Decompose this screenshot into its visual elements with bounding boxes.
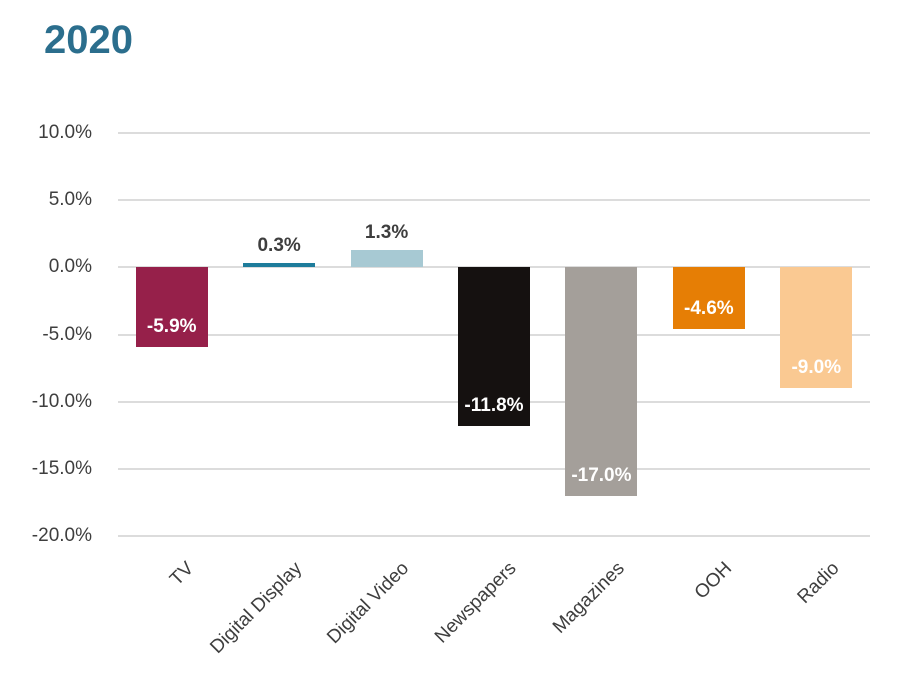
value-label-digital-display: 0.3% (257, 235, 301, 257)
chart-title: 2020 (44, 18, 133, 62)
y-axis-tick-label-5: 5.0% (48, 189, 92, 211)
y-axis-tick-label-10: 10.0% (38, 122, 92, 143)
y-axis-tick-label--15: -15.0% (31, 457, 92, 479)
bar-newspapers (458, 267, 530, 426)
gridline-10 (118, 132, 870, 134)
bar-tv (135, 267, 208, 347)
value-label-ooh: -4.6% (684, 298, 734, 320)
y-axis-tick-label--20: -20.0% (31, 525, 92, 546)
bar-magazines (565, 267, 638, 496)
bar-ooh (672, 267, 745, 330)
value-label-magazines: -17.0% (571, 464, 632, 486)
value-label-digital-video: 1.3% (364, 221, 409, 243)
x-axis-label-ooh: OOH (690, 558, 736, 604)
gridline--15 (118, 467, 870, 470)
bar-digital-display (243, 263, 316, 268)
value-label-newspapers: -11.8% (464, 394, 524, 416)
y-axis-tick-label--5: -5.0% (42, 323, 92, 345)
plot-area: 10.0% 5.0% 0.0% -5.0% -10.0% -15.0% -20.0% -5.9… (32, 122, 870, 658)
x-axis-label-digital-display: Digital Display (206, 558, 307, 658)
bar-radio (780, 267, 853, 389)
bar-digital-video (350, 249, 423, 268)
x-axis-label-newspapers: Newspapers (431, 558, 521, 648)
x-axis-label-magazines: Magazines (548, 558, 629, 638)
x-axis-label-digital-video: Digital Video (323, 558, 414, 649)
x-axis-label-radio: Radio (793, 558, 844, 608)
gridline--20 (118, 535, 870, 537)
value-label-radio: -9.0% (791, 357, 842, 379)
x-axis-label-tv: TV (166, 558, 199, 591)
value-label-tv: -5.9% (146, 315, 197, 337)
y-axis-tick-label--10: -10.0% (31, 390, 92, 412)
y-axis-tick-label-0: 0.0% (48, 256, 92, 278)
gridline-5 (118, 199, 870, 202)
